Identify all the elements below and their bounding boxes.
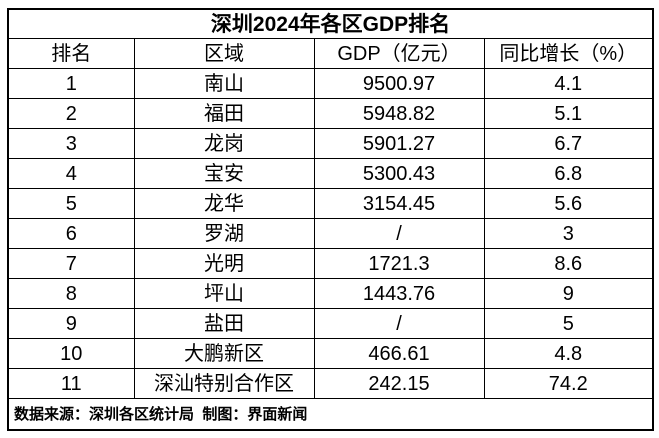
- table-row: 6 罗湖/3: [7, 218, 654, 249]
- growth-cell: 6.7: [483, 128, 654, 159]
- column-header-gdp: GDP（亿元）: [313, 38, 485, 69]
- district-cell: 盐田: [133, 308, 315, 339]
- gdp-cell: 466.61: [313, 338, 485, 369]
- gdp-cell: 3154.45: [313, 188, 485, 219]
- rank-cell: 10: [7, 338, 135, 369]
- growth-cell: 5.1: [483, 98, 654, 129]
- district-cell: 坪山: [133, 278, 315, 309]
- gdp-cell: /: [313, 218, 485, 249]
- table-row: 2 福田 5948.82 5.1: [7, 98, 654, 129]
- rank-cell: 5: [7, 188, 135, 219]
- district-cell: 南山: [133, 68, 315, 99]
- rank-cell: 2: [7, 98, 135, 129]
- growth-cell: 3: [483, 218, 654, 249]
- rank-cell: 7: [7, 248, 135, 279]
- table-row: 4 宝安 5300.43 6.8: [7, 158, 654, 189]
- rank-cell: 6: [7, 218, 135, 249]
- district-cell: 大鹏新区: [133, 338, 315, 369]
- gdp-cell: 5901.27: [313, 128, 485, 159]
- title-row: 深圳2024年各区GDP排名: [7, 8, 654, 39]
- gdp-cell: 1443.76: [313, 278, 485, 309]
- district-cell: 龙华: [133, 188, 315, 219]
- growth-cell: 4.8: [483, 338, 654, 369]
- rank-cell: 11: [7, 368, 135, 399]
- column-header-rank: 排名: [7, 38, 135, 69]
- table-row: 8 坪山 1443.76 9: [7, 278, 654, 309]
- district-cell: 福田: [133, 98, 315, 129]
- table-row: 10 大鹏新区 466.61 4.8: [7, 338, 654, 369]
- table-row: 9 盐田/5: [7, 308, 654, 339]
- district-cell: 龙岗: [133, 128, 315, 159]
- growth-cell: 6.8: [483, 158, 654, 189]
- gdp-cell: 1721.3: [313, 248, 485, 279]
- table-row: 5 龙华 3154.45 5.6: [7, 188, 654, 219]
- source-note: 数据来源：深圳各区统计局 制图：界面新闻: [7, 398, 654, 431]
- growth-cell: 4.1: [483, 68, 654, 99]
- header-row: 排名 区域 GDP（亿元） 同比增长（%）: [7, 38, 654, 69]
- footer-row: 数据来源：深圳各区统计局 制图：界面新闻: [7, 398, 654, 431]
- gdp-ranking-table: 深圳2024年各区GDP排名 排名 区域 GDP（亿元） 同比增长（%） 1 南山…: [7, 8, 655, 431]
- gdp-cell: 9500.97: [313, 68, 485, 99]
- growth-cell: 8.6: [483, 248, 654, 279]
- gdp-cell: 5948.82: [313, 98, 485, 129]
- district-cell: 光明: [133, 248, 315, 279]
- gdp-cell: /: [313, 308, 485, 339]
- gdp-cell: 242.15: [313, 368, 485, 399]
- rank-cell: 4: [7, 158, 135, 189]
- gdp-cell: 5300.43: [313, 158, 485, 189]
- rank-cell: 1: [7, 68, 135, 99]
- table-row: 1 南山 9500.97 4.1: [7, 68, 654, 99]
- district-cell: 深汕特别合作区: [133, 368, 315, 399]
- table-row: 11 深汕特别合作区 242.15 74.2: [7, 368, 654, 399]
- rank-cell: 3: [7, 128, 135, 159]
- column-header-growth: 同比增长（%）: [483, 38, 654, 69]
- growth-cell: 74.2: [483, 368, 654, 399]
- growth-cell: 5.6: [483, 188, 654, 219]
- growth-cell: 5: [483, 308, 654, 339]
- column-header-district: 区域: [133, 38, 315, 69]
- growth-cell: 9: [483, 278, 654, 309]
- district-cell: 罗湖: [133, 218, 315, 249]
- rank-cell: 9: [7, 308, 135, 339]
- rank-cell: 8: [7, 278, 135, 309]
- table-body: 1 南山 9500.97 4.1 2 福田 5948.82 5.1 3 龙岗 5901.27 6.7 4…: [7, 68, 654, 399]
- table-title: 深圳2024年各区GDP排名: [7, 8, 654, 39]
- table-row: 7 光明 1721.3 8.6: [7, 248, 654, 279]
- table-row: 3 龙岗 5901.27 6.7: [7, 128, 654, 159]
- district-cell: 宝安: [133, 158, 315, 189]
